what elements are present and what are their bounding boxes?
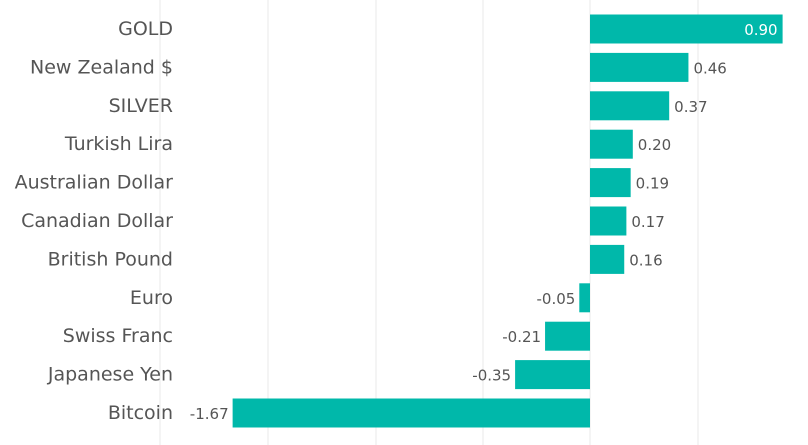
- value-label-british-pound: 0.16: [629, 251, 662, 269]
- category-label-gold: GOLD: [118, 18, 173, 40]
- bar-turkish-lira: [590, 129, 633, 159]
- category-label-canadian-dollar: Canadian Dollar: [21, 210, 173, 232]
- value-label-swiss-franc: -0.21: [502, 328, 541, 346]
- value-label-gold: 0.90: [744, 21, 777, 39]
- bar-canadian-dollar: [590, 206, 627, 236]
- bar-swiss-franc: [545, 321, 590, 351]
- category-label-euro: Euro: [130, 287, 173, 309]
- category-label-swiss-franc: Swiss Franc: [63, 325, 173, 347]
- category-label-new-zealand: New Zealand $: [30, 56, 173, 78]
- bar-euro: [579, 283, 590, 313]
- bars: [232, 14, 783, 428]
- value-label-australian-dollar: 0.19: [636, 175, 669, 193]
- category-label-british-pound: British Pound: [48, 248, 173, 270]
- value-label-canadian-dollar: 0.17: [631, 213, 664, 231]
- bar-bitcoin: [232, 398, 590, 428]
- category-label-turkish-lira: Turkish Lira: [64, 133, 173, 155]
- value-label-bitcoin: -1.67: [190, 405, 229, 423]
- value-label-japanese-yen: -0.35: [472, 367, 511, 385]
- bar-australian-dollar: [590, 168, 631, 198]
- value-label-silver: 0.37: [674, 98, 707, 116]
- category-label-silver: SILVER: [109, 95, 173, 117]
- category-label-bitcoin: Bitcoin: [108, 402, 173, 424]
- category-label-australian-dollar: Australian Dollar: [15, 172, 174, 194]
- value-label-euro: -0.05: [536, 290, 575, 308]
- value-label-turkish-lira: 0.20: [638, 136, 671, 154]
- value-labels: 0.90 0.46 0.37 0.20 0.19 0.17 0.16 -0.05 -0.21 -0…: [190, 21, 778, 423]
- bar-japanese-yen: [515, 360, 590, 390]
- bar-british-pound: [590, 244, 625, 274]
- category-label-japanese-yen: Japanese Yen: [47, 364, 173, 386]
- category-labels: GOLD New Zealand $ SILVER Turkish Lira Austr…: [15, 18, 174, 424]
- bar-gold: [590, 14, 783, 44]
- bar-new-zealand: [590, 52, 689, 82]
- value-label-new-zealand: 0.46: [693, 59, 726, 77]
- bar-silver: [590, 91, 670, 121]
